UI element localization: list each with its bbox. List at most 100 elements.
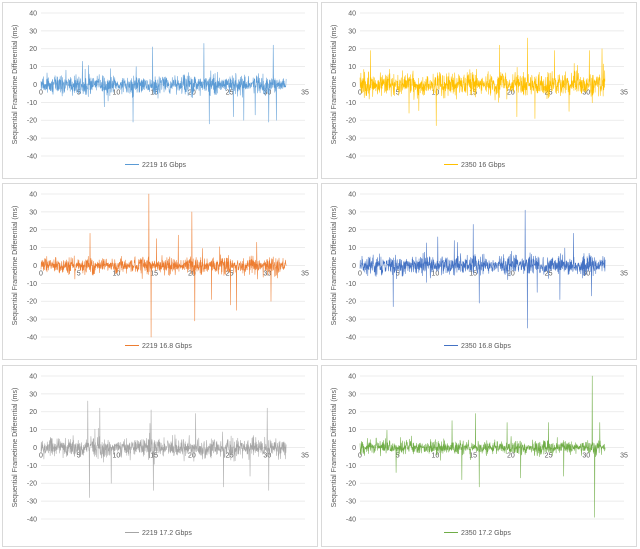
y-tick-label: -40 [346, 334, 356, 341]
y-tick-label: 30 [29, 28, 37, 35]
x-tick-label: 10 [113, 271, 121, 278]
x-tick-label: 35 [620, 90, 628, 97]
x-tick-label: 35 [301, 453, 309, 460]
y-tick-label: 30 [348, 391, 356, 398]
y-tick-label: 0 [33, 445, 37, 452]
x-tick-label: 10 [113, 453, 121, 460]
x-tick-label: 0 [39, 453, 43, 460]
x-tick-label: 35 [301, 90, 309, 97]
y-tick-label: 20 [348, 227, 356, 234]
x-tick-label: 20 [188, 453, 196, 460]
y-tick-label: -10 [27, 100, 37, 107]
x-tick-label: 5 [396, 90, 400, 97]
legend-label: 2219 16.8 Gbps [142, 343, 192, 350]
y-tick-label: 40 [29, 373, 37, 380]
legend-label: 2219 17.2 Gbps [142, 530, 192, 537]
y-tick-label: -40 [27, 334, 37, 341]
y-axis-title: Sequential Frametime Differential (ms) [331, 388, 338, 508]
y-tick-label: 40 [348, 10, 356, 17]
legend-label: 2350 17.2 Gbps [461, 530, 511, 537]
y-tick-label: 40 [29, 191, 37, 198]
chart-panel: 40 30 20 10 0 -10 -20 -30 -40 0 5 10 15 20 25 30 35 Seque… [2, 183, 318, 360]
y-tick-label: -20 [27, 481, 37, 488]
y-tick-label: -30 [346, 136, 356, 143]
y-tick-label: 10 [29, 64, 37, 71]
y-tick-label: -40 [346, 153, 356, 160]
x-tick-label: 5 [77, 271, 81, 278]
chart-panel: 40 30 20 10 0 -10 -20 -30 -40 0 5 10 15 20 25 30 35 Seque… [321, 183, 637, 360]
y-tick-label: 10 [29, 427, 37, 434]
y-tick-label: 40 [348, 191, 356, 198]
y-tick-label: -30 [346, 317, 356, 324]
series-line [40, 43, 287, 125]
legend-label: 2219 16 Gbps [142, 162, 186, 169]
y-tick-label: -10 [27, 281, 37, 288]
x-tick-label: 0 [358, 90, 362, 97]
y-tick-label: 10 [29, 245, 37, 252]
y-tick-label: 30 [348, 209, 356, 216]
x-tick-label: 0 [358, 453, 362, 460]
series-line [40, 400, 287, 498]
y-axis-title: Sequential Frametime Differential (ms) [12, 206, 19, 326]
x-tick-label: 15 [150, 271, 158, 278]
y-tick-label: -40 [27, 153, 37, 160]
y-tick-label: 30 [348, 28, 356, 35]
y-axis-title: Sequential Frametime Differential (ms) [331, 206, 338, 326]
chart-panel: 40 30 20 10 0 -10 -20 -30 -40 0 5 10 15 20 25 30 35 Seque… [2, 365, 318, 547]
y-tick-label: 0 [352, 82, 356, 89]
y-tick-label: 0 [352, 263, 356, 270]
y-tick-label: 30 [29, 391, 37, 398]
y-tick-label: -10 [27, 463, 37, 470]
y-tick-label: -10 [346, 463, 356, 470]
y-tick-label: 10 [348, 64, 356, 71]
y-tick-label: 20 [348, 409, 356, 416]
x-tick-label: 30 [582, 90, 590, 97]
x-tick-label: 35 [620, 453, 628, 460]
y-tick-label: -20 [27, 118, 37, 125]
x-tick-label: 10 [432, 271, 440, 278]
legend-label: 2350 16.8 Gbps [461, 343, 511, 350]
y-axis-title: Sequential Frametime Differential (ms) [12, 25, 19, 145]
x-tick-label: 30 [263, 271, 271, 278]
y-tick-label: 30 [29, 209, 37, 216]
x-tick-label: 0 [358, 271, 362, 278]
x-tick-label: 20 [507, 271, 515, 278]
y-tick-label: -20 [27, 299, 37, 306]
y-tick-label: -40 [346, 516, 356, 523]
y-tick-label: -20 [346, 299, 356, 306]
x-tick-label: 10 [432, 90, 440, 97]
chart-panel: 40 30 20 10 0 -10 -20 -30 -40 0 5 10 15 20 25 30 35 Seque… [321, 365, 637, 547]
x-tick-label: 20 [507, 453, 515, 460]
x-tick-label: 5 [77, 453, 81, 460]
x-tick-label: 5 [77, 90, 81, 97]
y-tick-label: -30 [27, 499, 37, 506]
x-tick-label: 5 [396, 453, 400, 460]
y-tick-label: -20 [346, 481, 356, 488]
y-tick-label: 40 [29, 10, 37, 17]
y-axis-title: Sequential Frametime Differential (ms) [331, 25, 338, 145]
x-tick-label: 25 [226, 271, 234, 278]
y-tick-label: 10 [348, 245, 356, 252]
y-tick-label: -30 [27, 136, 37, 143]
y-tick-label: 20 [29, 409, 37, 416]
series-line [359, 375, 606, 518]
x-tick-label: 20 [188, 90, 196, 97]
series-line [40, 193, 287, 338]
y-axis-title: Sequential Frametime Differential (ms) [12, 388, 19, 508]
y-tick-label: -10 [346, 281, 356, 288]
series-line [359, 37, 606, 126]
x-tick-label: 30 [582, 453, 590, 460]
y-tick-label: -40 [27, 516, 37, 523]
x-tick-label: 10 [113, 90, 121, 97]
y-tick-label: 20 [29, 46, 37, 53]
x-tick-label: 35 [301, 271, 309, 278]
y-tick-label: 0 [352, 445, 356, 452]
x-tick-label: 25 [545, 453, 553, 460]
x-tick-label: 35 [620, 271, 628, 278]
